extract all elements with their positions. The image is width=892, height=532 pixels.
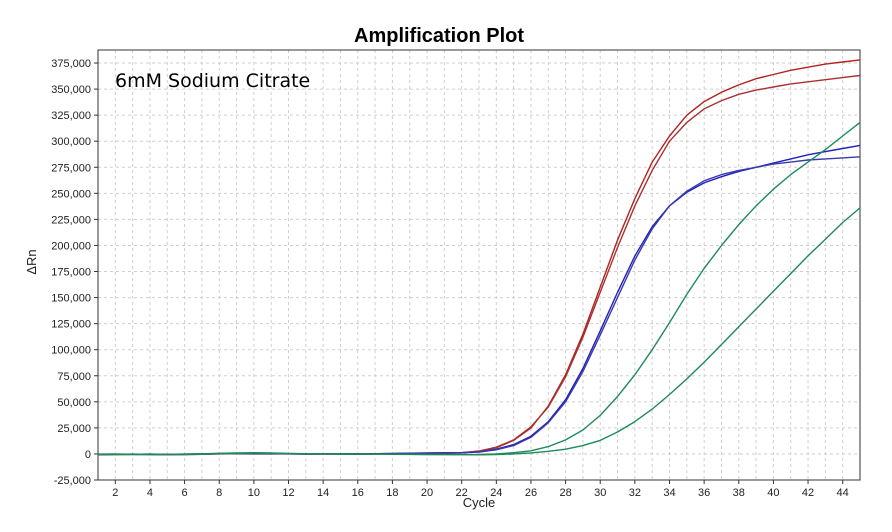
y-tick-label: 225,000 (51, 214, 91, 226)
x-tick-label: 44 (837, 487, 849, 499)
x-tick-label: 26 (525, 487, 537, 499)
x-tick-label: 36 (698, 487, 710, 499)
y-axis-label: ΔRn (24, 249, 39, 274)
x-tick-label: 24 (490, 487, 502, 499)
x-axis-ticks: 2 4 6 8 10 12 14 16 18 20 22 24 26 28 30 32 34 36 38 40 42 44 (112, 480, 849, 499)
x-tick-label: 40 (767, 487, 779, 499)
x-tick-label: 4 (147, 487, 153, 499)
y-tick-label: 325,000 (51, 110, 91, 122)
series-line-6 (97, 207, 861, 456)
series-line-1 (97, 59, 861, 456)
y-tick-label: -25,000 (54, 475, 91, 487)
y-tick-label: 200,000 (51, 240, 91, 252)
x-tick-label: 6 (182, 487, 188, 499)
x-tick-label: 32 (629, 487, 641, 499)
x-tick-label: 38 (733, 487, 745, 499)
x-tick-label: 10 (248, 487, 260, 499)
x-tick-label: 2 (112, 487, 118, 499)
grid-lines (97, 50, 861, 481)
y-tick-label: 150,000 (51, 293, 91, 305)
y-tick-label: 350,000 (51, 84, 91, 96)
x-tick-label: 12 (282, 487, 294, 499)
x-tick-label: 16 (352, 487, 364, 499)
y-axis-ticks: -25,000 0 25,000 50,000 75,000 100,000 125,000… (51, 58, 98, 487)
y-tick-label: 125,000 (51, 319, 91, 331)
x-tick-label: 14 (317, 487, 329, 499)
y-tick-label: 175,000 (51, 267, 91, 279)
series-line-2 (97, 74, 861, 456)
x-tick-label: 42 (802, 487, 814, 499)
y-tick-label: 375,000 (51, 58, 91, 70)
chart-title: Amplification Plot (354, 25, 524, 47)
y-tick-label: 25,000 (57, 423, 91, 435)
y-tick-label: 0 (85, 449, 91, 461)
x-tick-label: 30 (594, 487, 606, 499)
y-tick-label: 275,000 (51, 162, 91, 174)
x-tick-label: 22 (456, 487, 468, 499)
x-tick-label: 20 (421, 487, 433, 499)
x-tick-label: 18 (386, 487, 398, 499)
y-tick-label: 75,000 (57, 371, 91, 383)
x-tick-label: 28 (559, 487, 571, 499)
x-tick-label: 34 (663, 487, 675, 499)
plot-frame (97, 49, 861, 481)
y-tick-label: 250,000 (51, 188, 91, 200)
x-axis-label: Cycle (463, 495, 496, 510)
y-tick-label: 50,000 (57, 397, 91, 409)
condition-annotation: 6mM Sodium Citrate (115, 70, 310, 92)
series-group (97, 59, 861, 456)
y-tick-label: 100,000 (51, 345, 91, 357)
y-tick-label: 300,000 (51, 136, 91, 148)
x-tick-label: 8 (216, 487, 222, 499)
series-line-3 (97, 144, 861, 456)
